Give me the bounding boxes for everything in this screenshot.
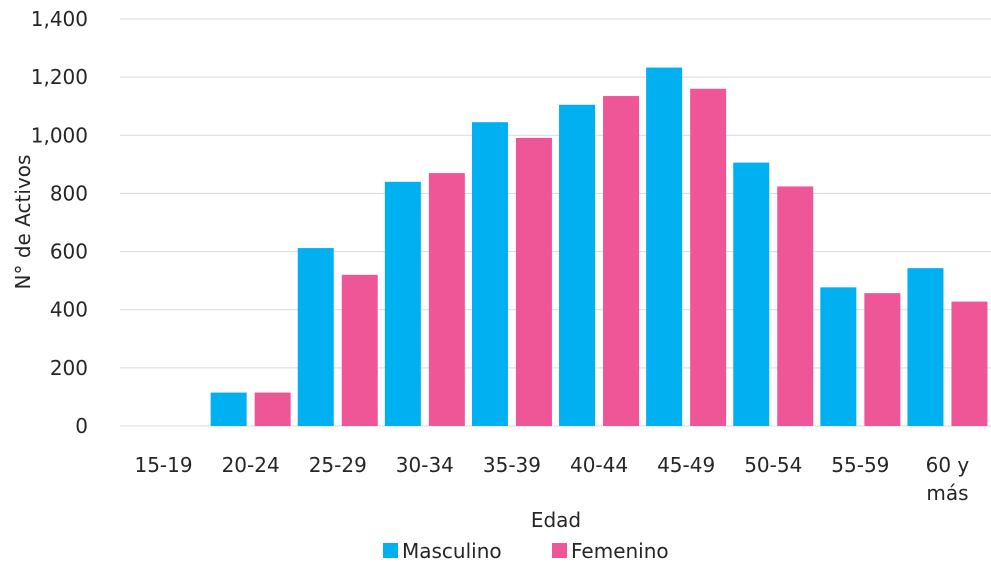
x-tick-label: 55-59 bbox=[831, 453, 889, 477]
x-tick-label: 60 y más bbox=[926, 453, 970, 505]
bar-femenino bbox=[254, 392, 291, 426]
bar-femenino bbox=[690, 88, 727, 427]
y-axis-ticks: 0 200 400 600 800 1,000 1,200 1,400 bbox=[31, 7, 88, 438]
x-axis-ticks: 15-19 20-24 25-29 30-34 35-39 40-44 45-49 50-54… bbox=[134, 453, 969, 505]
y-tick-label: 1,000 bbox=[31, 123, 88, 147]
x-axis-title: Edad bbox=[531, 508, 581, 532]
x-tick-label: 50-54 bbox=[744, 453, 802, 477]
x-tick-label: 40-44 bbox=[570, 453, 628, 477]
bar-masculino bbox=[907, 268, 944, 426]
bar-masculino bbox=[384, 181, 421, 426]
bar-masculino bbox=[559, 104, 596, 426]
y-tick-label: 200 bbox=[50, 356, 88, 380]
y-axis-title: N° de Activos bbox=[11, 155, 35, 290]
legend-swatch-femenino bbox=[552, 543, 567, 558]
bar-masculino bbox=[820, 287, 857, 426]
y-tick-label: 1,200 bbox=[31, 65, 88, 89]
legend-label-masculino: Masculino bbox=[402, 539, 502, 563]
x-tick-label: 30-34 bbox=[396, 453, 454, 477]
bar-femenino bbox=[515, 137, 552, 426]
bar-femenino bbox=[341, 274, 378, 426]
bar-femenino bbox=[603, 96, 640, 427]
y-tick-label: 0 bbox=[75, 414, 88, 438]
gridlines bbox=[120, 18, 991, 427]
bars bbox=[210, 67, 988, 427]
x-tick-label: 25-29 bbox=[309, 453, 367, 477]
x-tick-label: 35-39 bbox=[483, 453, 541, 477]
x-tick-label: 20-24 bbox=[222, 453, 280, 477]
bar-femenino bbox=[428, 173, 465, 426]
bar-femenino bbox=[777, 186, 814, 426]
bar-masculino bbox=[733, 162, 770, 426]
x-tick-label: 45-49 bbox=[657, 453, 715, 477]
legend: Masculino Femenino bbox=[383, 539, 669, 563]
bar-masculino bbox=[297, 248, 334, 426]
y-tick-label: 800 bbox=[50, 181, 88, 205]
x-tick-label: 15-19 bbox=[134, 453, 192, 477]
legend-label-femenino: Femenino bbox=[571, 539, 669, 563]
y-tick-label: 400 bbox=[50, 298, 88, 322]
bar-masculino bbox=[210, 392, 247, 426]
bar-femenino bbox=[951, 301, 988, 426]
bar-masculino bbox=[471, 122, 508, 426]
legend-swatch-masculino bbox=[383, 543, 398, 558]
bar-masculino bbox=[646, 67, 683, 426]
y-tick-label: 600 bbox=[50, 240, 88, 264]
bar-femenino bbox=[864, 293, 901, 426]
y-tick-label: 1,400 bbox=[31, 7, 88, 31]
